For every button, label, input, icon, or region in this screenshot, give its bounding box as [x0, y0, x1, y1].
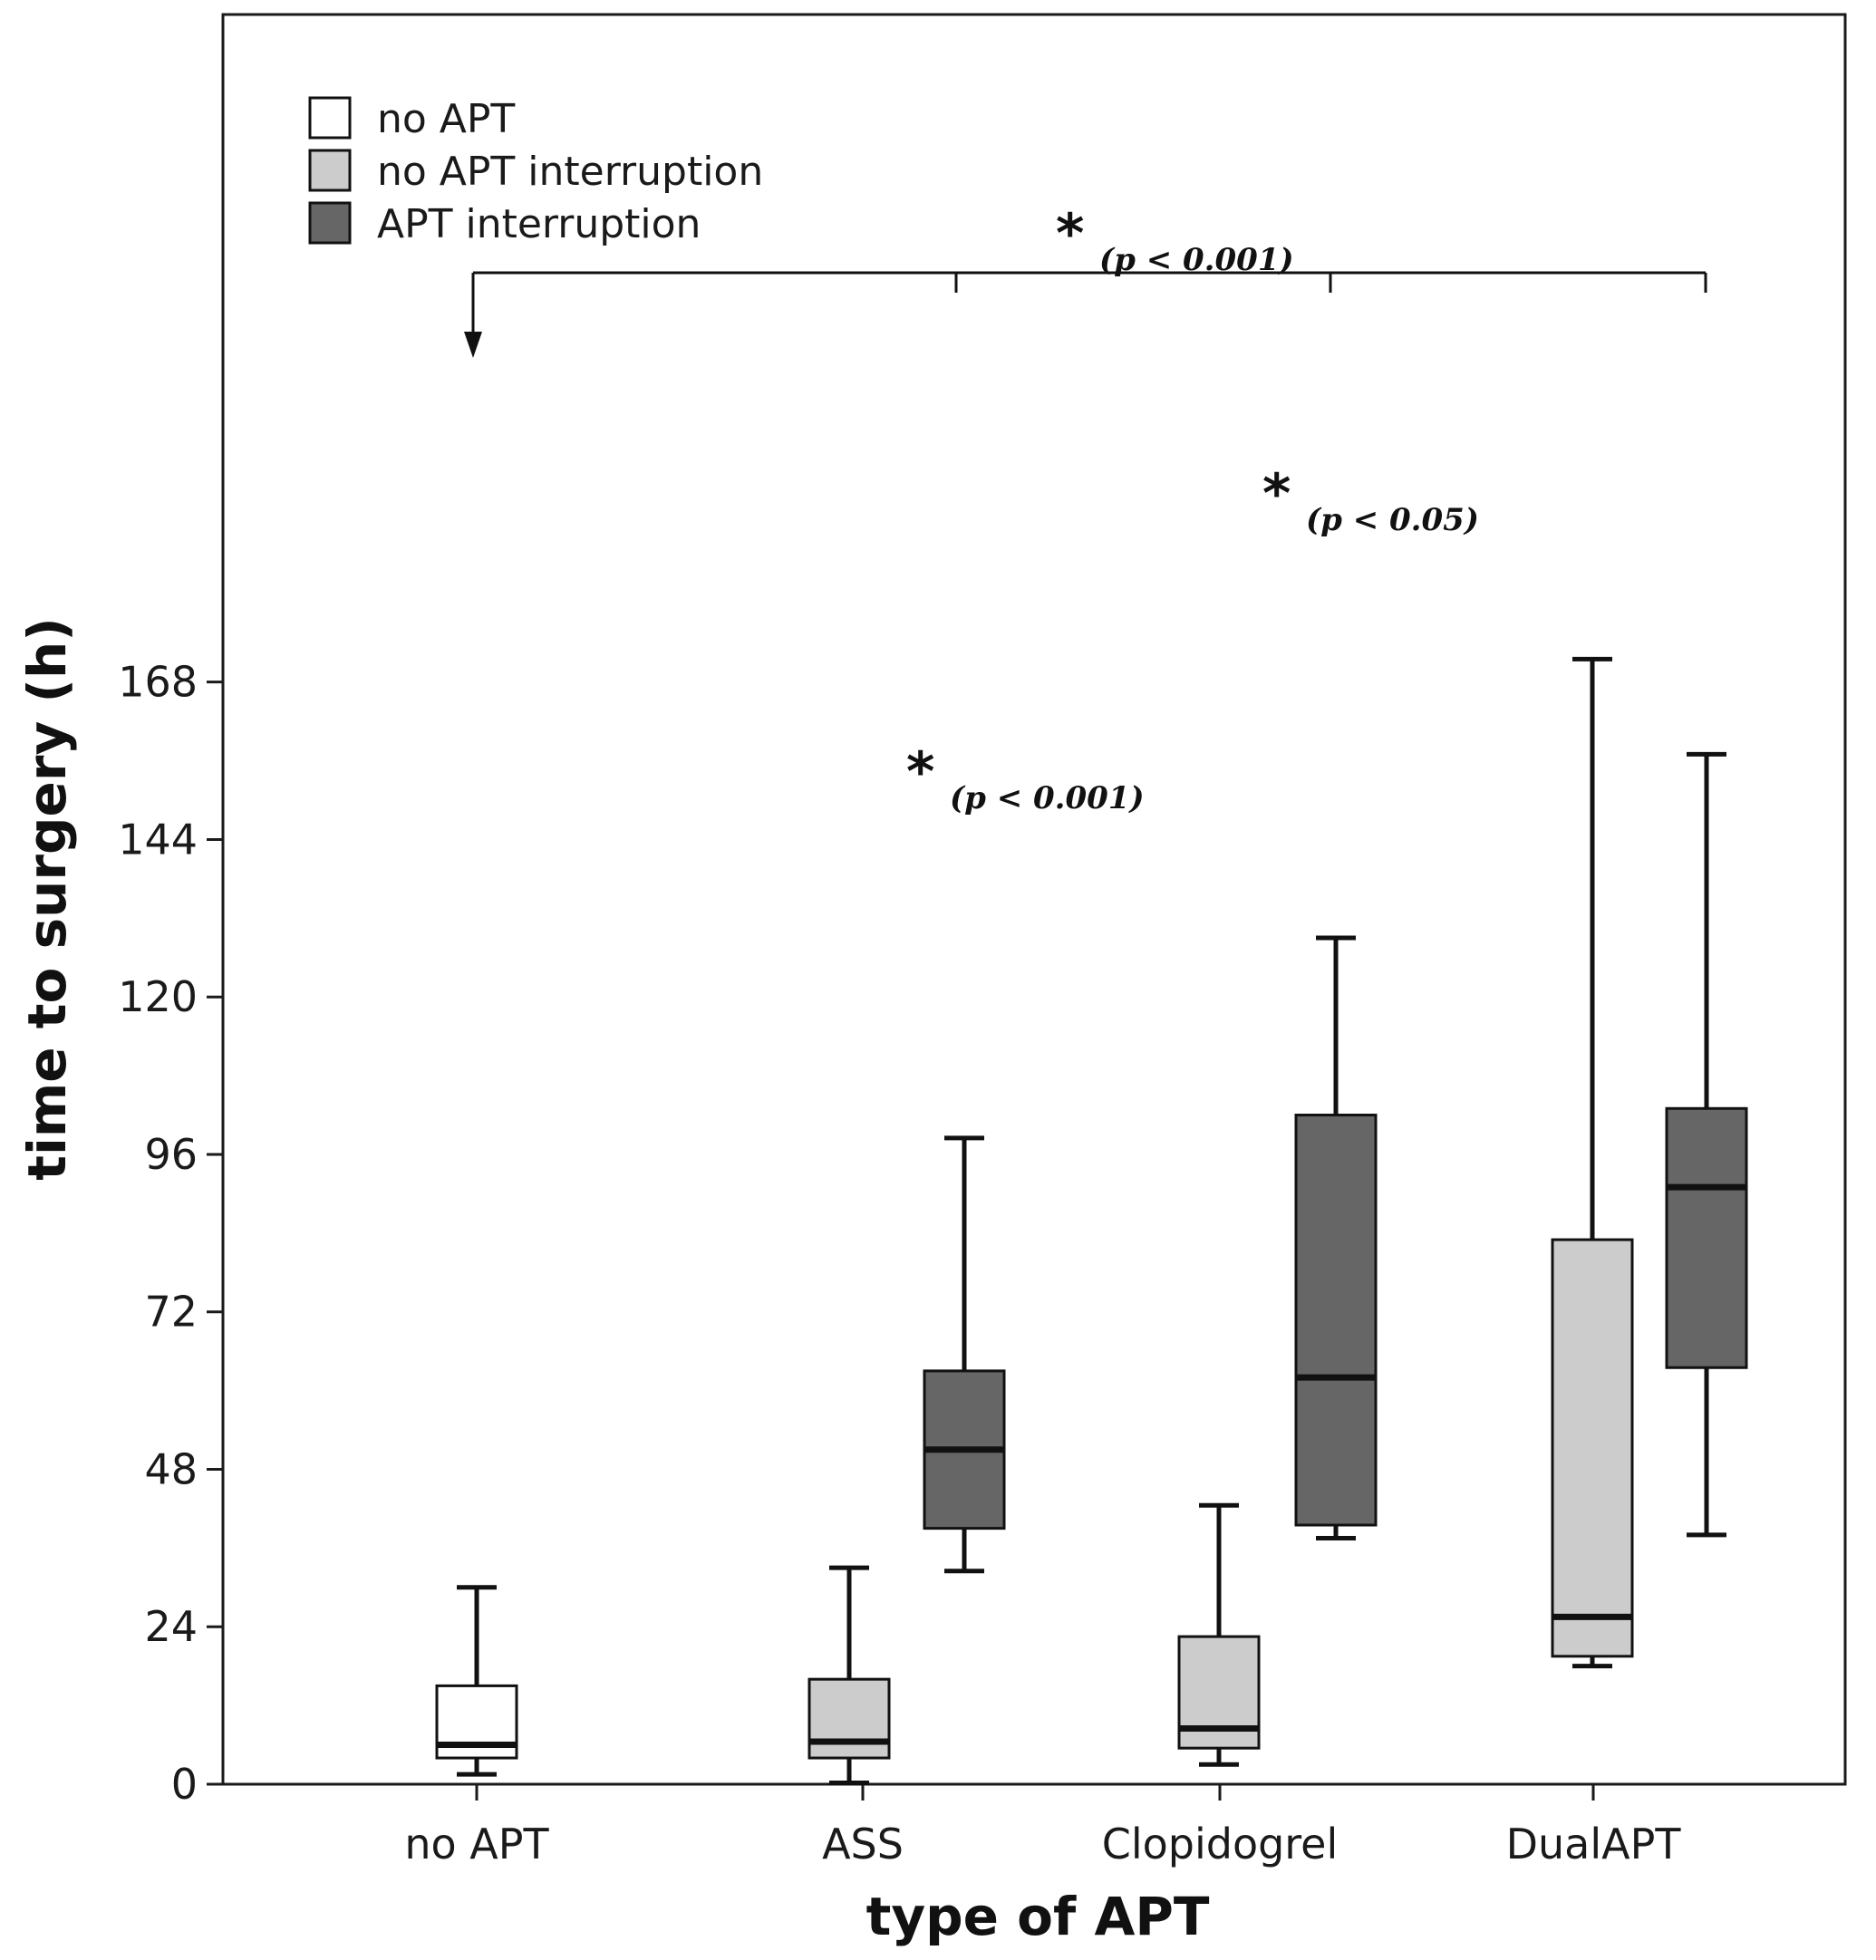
- box-apt-interruption-dualapt: [1665, 751, 1748, 1538]
- legend-label: no APT interruption: [377, 149, 763, 195]
- iqr-box: [1551, 1238, 1634, 1658]
- box-no-apt-no-apt: [435, 1585, 518, 1777]
- legend-label: APT interruption: [377, 201, 701, 247]
- x-axis: no APT ASS Clopidogrel DualAPT: [404, 1784, 1681, 1868]
- y-tick-label: 24: [144, 1602, 198, 1651]
- p-value-label: (p < 0.05): [1306, 502, 1479, 538]
- y-tick-label: 0: [171, 1760, 198, 1809]
- legend-label: no APT: [377, 96, 515, 142]
- p-value-label: (p < 0.001): [950, 780, 1145, 816]
- legend-swatch: [308, 149, 352, 192]
- boxes: [435, 656, 1748, 1786]
- significance-bracket: [464, 271, 1707, 358]
- annotation-clopidogrel: * (p < 0.05): [1262, 462, 1479, 538]
- y-tick-label: 120: [118, 972, 198, 1021]
- iqr-box: [1294, 1114, 1378, 1527]
- x-tick-label: Clopidogrel: [1102, 1820, 1339, 1868]
- annotations: * (p < 0.001)* (p < 0.05)* (p < 0.001): [464, 202, 1707, 816]
- annotation-ass: * (p < 0.001): [906, 740, 1145, 816]
- significance-star: *: [906, 740, 934, 804]
- legend-swatch: [308, 96, 352, 140]
- y-axis-title: time to surgery (h): [16, 617, 78, 1181]
- box-no-apt-interruption-ass: [807, 1565, 891, 1786]
- significance-star: *: [1056, 202, 1084, 266]
- x-tick-label: DualAPT: [1506, 1820, 1682, 1868]
- y-axis: 0 24 48 72 96 120 144 168: [118, 658, 223, 1809]
- iqr-box: [1665, 1106, 1748, 1369]
- x-tick-label: ASS: [822, 1820, 904, 1868]
- legend-item: no APT interruption: [308, 149, 763, 195]
- legend-item: APT interruption: [308, 201, 701, 247]
- legend-swatch: [308, 201, 352, 245]
- box-no-apt-interruption-dualapt: [1551, 656, 1634, 1669]
- box-apt-interruption-clopidogrel: [1294, 935, 1378, 1540]
- iqr-box: [807, 1677, 891, 1760]
- box-apt-interruption-ass: [923, 1135, 1006, 1574]
- y-tick-label: 72: [144, 1288, 198, 1337]
- legend-item: no APT: [308, 96, 515, 142]
- y-tick-label: 168: [118, 658, 198, 707]
- significance-star: *: [1262, 462, 1291, 526]
- bracket-arrowhead: [464, 332, 482, 358]
- y-tick-label: 48: [144, 1444, 198, 1493]
- x-axis-title: type of APT: [866, 1886, 1210, 1947]
- box-no-apt-interruption-clopidogrel: [1177, 1502, 1261, 1767]
- y-tick-label: 144: [118, 815, 198, 864]
- x-tick-label: no APT: [404, 1820, 549, 1868]
- y-tick-label: 96: [144, 1130, 198, 1179]
- legend: no APT no APT interruption APT interruptio…: [308, 96, 763, 247]
